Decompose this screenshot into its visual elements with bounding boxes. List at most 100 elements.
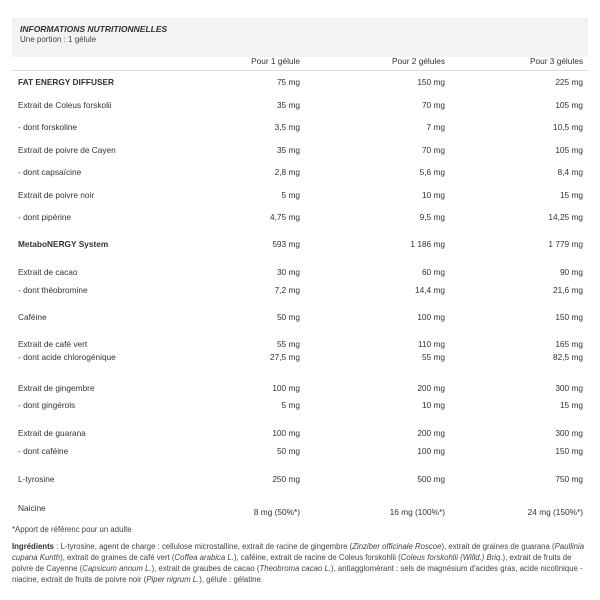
row-value-3: 150 mg bbox=[555, 446, 583, 456]
table-row: - dont forskoline 3,5 mg 7 mg 10,5 mg bbox=[12, 122, 588, 134]
table-row: - dont acide chlorogénique 27,5 mg 55 mg 82… bbox=[12, 352, 588, 364]
row-label: - dont pipérine bbox=[18, 212, 72, 222]
row-value-3: 300 mg bbox=[555, 383, 583, 393]
latin-name: Theobroma cacao L. bbox=[259, 564, 331, 573]
row-value-2: 200 mg bbox=[417, 428, 445, 438]
column-header-1: Pour 1 gélule bbox=[251, 56, 300, 66]
nutrition-header: INFORMATIONS NUTRITIONNELLES Une portion… bbox=[12, 18, 588, 57]
row-value-3: 14,25 mg bbox=[548, 212, 583, 222]
row-value-3: 225 mg bbox=[555, 77, 583, 87]
row-value-3: 15 mg bbox=[559, 190, 583, 200]
row-value-1: 100 mg bbox=[272, 428, 300, 438]
row-value-2: 55 mg bbox=[421, 352, 445, 362]
row-value-2: 100 mg bbox=[417, 312, 445, 322]
table-row: MetaboNERGY System 593 mg 1 186 mg 1 779 mg bbox=[12, 239, 588, 251]
ingredients: Ingrédients : L-tyrosine, agent de charg… bbox=[12, 541, 587, 585]
table-row: - dont pipérine 4,75 mg 9,5 mg 14,25 mg bbox=[12, 212, 588, 224]
ingredients-text: ), caféine, extrait de racine de Coleus … bbox=[233, 553, 401, 562]
table-row: Extrait de Coleus forskolii 35 mg 70 mg 105… bbox=[12, 100, 588, 112]
table-row: Extrait de cacao 30 mg 60 mg 90 mg bbox=[12, 267, 588, 279]
row-value-1: 50 mg bbox=[276, 312, 300, 322]
row-value-2: 500 mg bbox=[417, 474, 445, 484]
header-divider bbox=[12, 70, 588, 71]
row-label: L-tyrosine bbox=[18, 474, 55, 484]
row-label: MetaboNERGY System bbox=[18, 239, 109, 249]
row-value-1: 5 mg bbox=[281, 400, 300, 410]
row-value-1: 35 mg bbox=[276, 145, 300, 155]
table-row: - dont gingérols 5 mg 10 mg 15 mg bbox=[12, 400, 588, 412]
row-label: Extrait de cacao bbox=[18, 267, 78, 277]
ingredients-text: ), gélule : gélatine. bbox=[199, 575, 263, 584]
row-label: Extrait de poivre de Cayen bbox=[18, 145, 116, 155]
row-value-3: 150 mg bbox=[555, 312, 583, 322]
table-row: Extrait de gingembre 100 mg 200 mg 300 mg bbox=[12, 383, 588, 395]
row-label: Naicine bbox=[18, 503, 46, 513]
row-value-1: 4,75 mg bbox=[270, 212, 300, 222]
row-value-3: 82,5 mg bbox=[553, 352, 583, 362]
row-value-3: 750 mg bbox=[555, 474, 583, 484]
row-value-2: 7 mg bbox=[426, 122, 445, 132]
row-value-2: 110 mg bbox=[417, 339, 445, 349]
latin-name: Coffea arabica L. bbox=[174, 553, 234, 562]
ingredients-text: ), extrait de fruits de poivre de Cayenn… bbox=[12, 553, 572, 573]
row-value-2: 14,4 mg bbox=[415, 285, 445, 295]
row-value-2: 1 186 mg bbox=[410, 239, 445, 249]
row-value-3: 105 mg bbox=[555, 100, 583, 110]
row-value-1: 100 mg bbox=[272, 383, 300, 393]
table-row: Extrait de café vert 55 mg 110 mg 165 mg bbox=[12, 339, 588, 351]
table-row: - dont capsaïcine 2,8 mg 5,6 mg 8,4 mg bbox=[12, 167, 588, 179]
table-row: - dont théobromine 7,2 mg 14,4 mg 21,6 mg bbox=[12, 285, 588, 297]
row-value-1: 27,5 mg bbox=[270, 352, 300, 362]
row-value-1: 250 mg bbox=[272, 474, 300, 484]
row-label: - dont capsaïcine bbox=[18, 167, 82, 177]
row-value-2: 60 mg bbox=[421, 267, 445, 277]
row-label: Extrait de guarana bbox=[18, 428, 86, 438]
ingredients-text: ), antiagglomérant : sels de magnésium d… bbox=[12, 564, 583, 584]
row-value-2: 10 mg bbox=[421, 190, 445, 200]
nutrition-title: INFORMATIONS NUTRITIONNELLES bbox=[20, 24, 168, 34]
row-value-1: 7,2 mg bbox=[274, 285, 300, 295]
row-value-1: 2,8 mg bbox=[274, 167, 300, 177]
row-value-3: 24 mg (150%*) bbox=[527, 507, 583, 517]
row-value-2: 5,6 mg bbox=[419, 167, 445, 177]
column-header-2: Pour 2 gélules bbox=[391, 56, 445, 66]
row-value-2: 10 mg bbox=[421, 400, 445, 410]
row-value-3: 15 mg bbox=[559, 400, 583, 410]
latin-name: Capsicum annum L. bbox=[82, 564, 152, 573]
table-row: Caféine 50 mg 100 mg 150 mg bbox=[12, 312, 588, 324]
table-row: - dont caféine 50 mg 100 mg 150 mg bbox=[12, 446, 588, 458]
ingredients-text: ), extrait de graines de café vert ( bbox=[60, 553, 175, 562]
row-label: - dont théobromine bbox=[18, 285, 88, 295]
latin-name: Piper nigrum L. bbox=[146, 575, 200, 584]
row-label: - dont acide chlorogénique bbox=[18, 352, 116, 362]
row-value-1: 8 mg (50%*) bbox=[253, 507, 300, 517]
row-label: FAT ENERGY DIFFUSER bbox=[18, 77, 115, 87]
row-label: - dont gingérols bbox=[18, 400, 76, 410]
serving-size: Une portion : 1 gélule bbox=[20, 35, 97, 44]
ingredients-text: ), extrait de graines de guarana ( bbox=[441, 542, 555, 551]
table-row: Naicine 8 mg (50%*) 16 mg (100%*) 24 mg (15… bbox=[12, 503, 588, 517]
row-value-1: 3,5 mg bbox=[274, 122, 300, 132]
row-value-2: 150 mg bbox=[417, 77, 445, 87]
row-value-1: 35 mg bbox=[276, 100, 300, 110]
row-value-2: 16 mg (100%*) bbox=[389, 507, 445, 517]
table-row: Extrait de guarana 100 mg 200 mg 300 mg bbox=[12, 428, 588, 440]
footnote: *Apport de référenc pour un adulte bbox=[12, 525, 132, 534]
row-label: - dont caféine bbox=[18, 446, 69, 456]
row-value-3: 21,6 mg bbox=[553, 285, 583, 295]
column-headers: Pour 1 gélule Pour 2 gélules Pour 3 gélu… bbox=[12, 56, 588, 68]
latin-name: Coleus forskohlii (Willd.) Briq. bbox=[400, 553, 503, 562]
column-header-3: Pour 3 gélules bbox=[529, 56, 583, 66]
row-value-2: 70 mg bbox=[421, 145, 445, 155]
row-label: Extrait de poivre noir bbox=[18, 190, 95, 200]
table-row: L-tyrosine 250 mg 500 mg 750 mg bbox=[12, 474, 588, 486]
ingredients-label: Ingrédients bbox=[12, 542, 55, 551]
table-row: FAT ENERGY DIFFUSER 75 mg 150 mg 225 mg bbox=[12, 77, 588, 89]
row-value-3: 300 mg bbox=[555, 428, 583, 438]
row-value-2: 9,5 mg bbox=[419, 212, 445, 222]
ingredients-text: : L-tyrosine, agent de charge : cellulos… bbox=[54, 542, 353, 551]
row-value-3: 105 mg bbox=[555, 145, 583, 155]
row-value-1: 593 mg bbox=[272, 239, 300, 249]
row-value-3: 8,4 mg bbox=[557, 167, 583, 177]
row-label: Caféine bbox=[18, 312, 47, 322]
